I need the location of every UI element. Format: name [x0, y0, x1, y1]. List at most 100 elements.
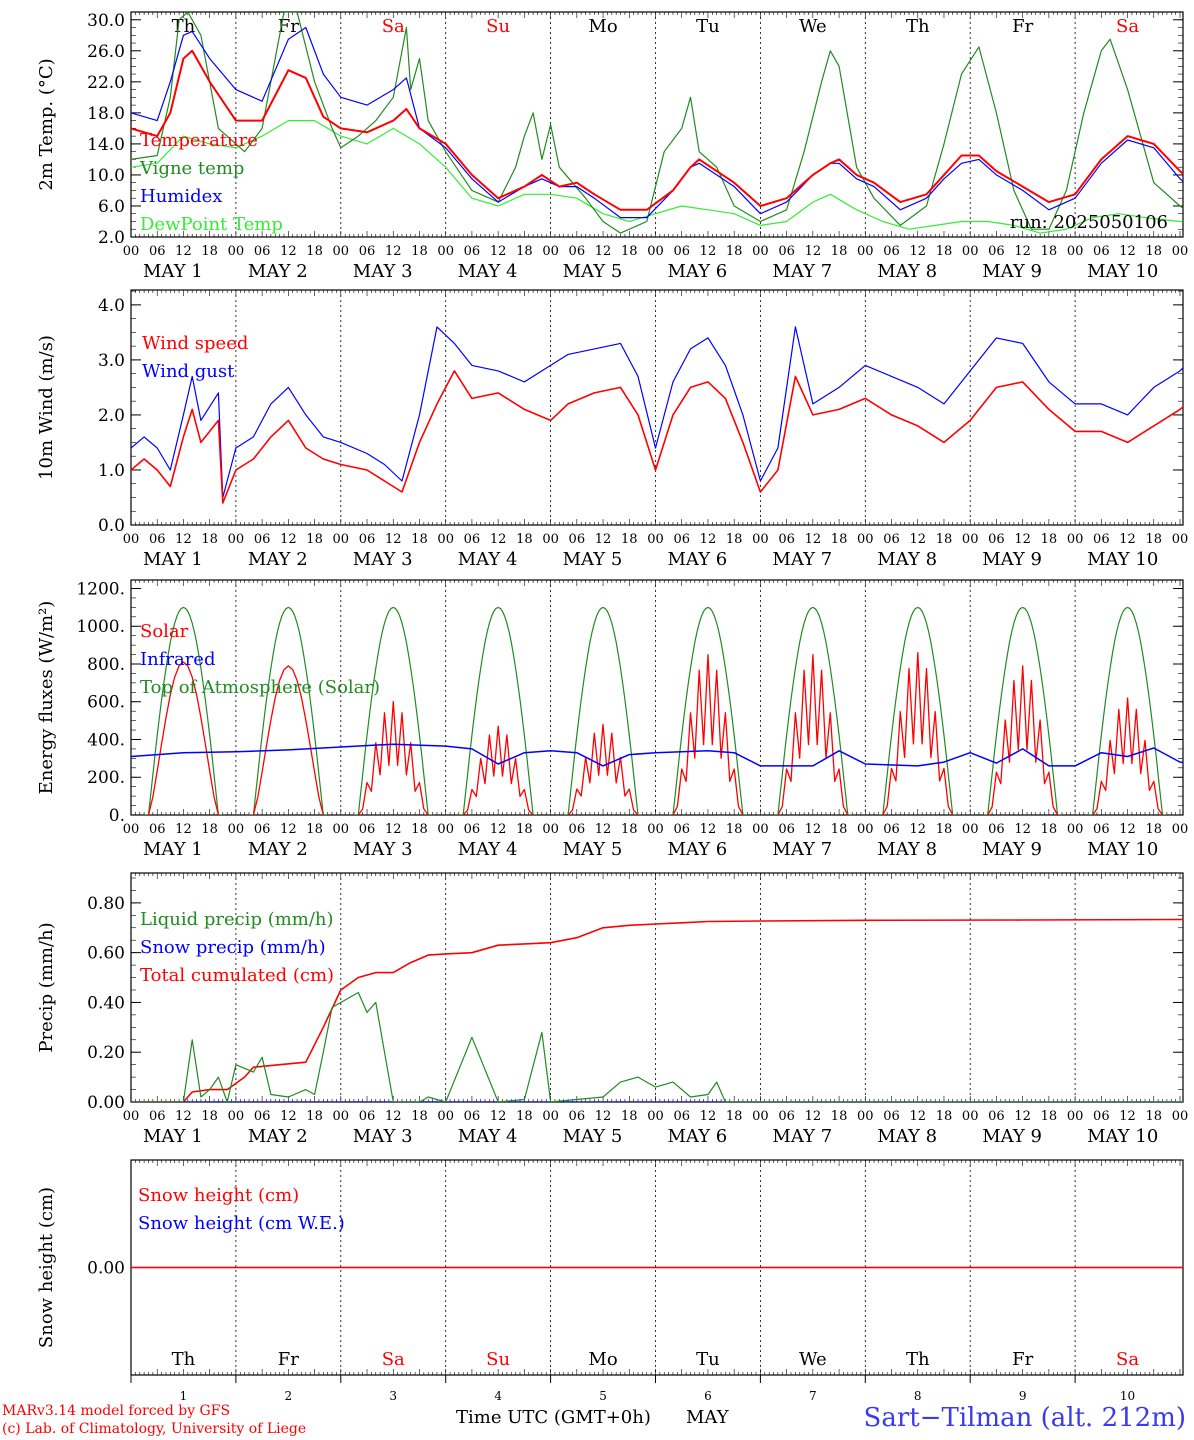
y-axis-title: Precip (mm/h) — [36, 922, 57, 1052]
hour-tick-label: 18 — [411, 244, 428, 259]
legend-entry: Wind speed — [142, 333, 248, 354]
legend-entry: Infrared — [140, 649, 215, 670]
date-label: MAY 9 — [982, 839, 1042, 860]
hour-tick-labels: 00 06 12 18 00 06 12 18 00 06 12 18 00 06 12 18 00 06 12 18… — [123, 822, 1189, 837]
y-tick-label: 0.80 — [87, 894, 125, 914]
hour-tick-label: 00 — [542, 532, 559, 547]
day-name: Sa — [1116, 16, 1139, 37]
plot-frame — [130, 579, 1184, 816]
hour-tick-label: 12 — [595, 532, 612, 547]
toa-solar-day-3 — [353, 606, 433, 815]
time-axis-label: Time UTC (GMT+0h) — [456, 1407, 651, 1428]
hour-tick-label: 06 — [673, 244, 690, 259]
hour-tick-label: 18 — [516, 532, 533, 547]
toa-solar-day-8 — [878, 606, 958, 815]
hour-tick-label: 12 — [1014, 822, 1031, 837]
hour-tick-label: 06 — [883, 1109, 900, 1124]
day-name: Fr — [278, 16, 299, 37]
legend-entry: Wind gust — [142, 361, 235, 382]
date-label: MAY 1 — [143, 261, 203, 282]
hour-tick-label: 00 — [437, 244, 454, 259]
hour-tick-label: 12 — [1119, 244, 1136, 259]
hour-tick-label: 06 — [569, 532, 586, 547]
hour-tick-label: 18 — [936, 532, 953, 547]
legend-entry: Snow height (cm W.E.) — [138, 1213, 345, 1234]
legend-entry: Vigne temp — [139, 158, 244, 179]
hour-tick-label: 18 — [1041, 244, 1058, 259]
day-number: 2 — [285, 1389, 293, 1403]
hour-tick-label: 18 — [516, 822, 533, 837]
date-label: MAY 9 — [982, 261, 1042, 282]
hour-tick-label: 00 — [437, 532, 454, 547]
hour-tick-label: 06 — [254, 244, 271, 259]
day-name: Fr — [1012, 16, 1033, 37]
series-line-infrared — [131, 743, 1183, 767]
date-label: MAY 3 — [353, 549, 413, 570]
hour-tick-label: 00 — [123, 822, 140, 837]
y-tick-label: 0. — [109, 806, 125, 826]
hour-tick-label: 12 — [385, 532, 402, 547]
toa-solar-day-7 — [773, 606, 853, 815]
hour-tick-label: 18 — [936, 1109, 953, 1124]
hour-tick-label: 00 — [228, 532, 245, 547]
hour-tick-label: 12 — [385, 244, 402, 259]
hour-tick-label: 12 — [805, 1109, 822, 1124]
date-label: MAY 6 — [668, 261, 728, 282]
hour-tick-label: 06 — [1093, 1109, 1110, 1124]
hour-tick-label: 00 — [857, 822, 874, 837]
y-tick-labels: 0. 200. 400. 600. 800. 1000. 1200. — [76, 579, 125, 826]
date-label: MAY 7 — [772, 261, 832, 282]
hour-tick-label: 00 — [1067, 1109, 1084, 1124]
day-name: Sa — [1116, 1349, 1139, 1370]
hour-tick-label: 06 — [673, 1109, 690, 1124]
solar-day-9 — [987, 665, 1059, 815]
hour-tick-label: 18 — [411, 822, 428, 837]
hour-tick-label: 12 — [700, 244, 717, 259]
hour-tick-label: 00 — [333, 1109, 350, 1124]
y-tick-label: 3.0 — [98, 351, 125, 371]
hour-tick-label: 12 — [700, 1109, 717, 1124]
panel-3: 0. 200. 400. 600. 800. 1000. 1200. Energy fluxe… — [36, 579, 1189, 860]
date-label: MAY 8 — [877, 839, 937, 860]
hour-tick-label: 00 — [752, 822, 769, 837]
hour-tick-label: 18 — [411, 532, 428, 547]
hour-tick-label: 18 — [831, 822, 848, 837]
hour-tick-label: 06 — [883, 244, 900, 259]
solar-day-2 — [252, 665, 324, 815]
date-label: MAY 10 — [1087, 549, 1158, 570]
hour-tick-label: 06 — [149, 822, 166, 837]
legend-entry: Liquid precip (mm/h) — [140, 909, 334, 930]
hour-tick-label: 18 — [201, 532, 218, 547]
solar-day-10 — [1092, 697, 1164, 815]
date-label: MAY 5 — [563, 549, 623, 570]
hour-tick-label: 18 — [936, 822, 953, 837]
toa-solar-day-4 — [458, 606, 538, 815]
hour-tick-label: 00 — [437, 1109, 454, 1124]
hour-tick-label: 06 — [359, 1109, 376, 1124]
hour-tick-label: 12 — [1119, 1109, 1136, 1124]
date-label: MAY 6 — [668, 549, 728, 570]
hour-tick-label: 06 — [359, 822, 376, 837]
hour-tick-label: 00 — [228, 822, 245, 837]
hour-tick-label: 18 — [726, 244, 743, 259]
run-annotation: run: 2025050106 — [1010, 212, 1168, 233]
hour-tick-label: 00 — [333, 532, 350, 547]
y-tick-label: 600. — [87, 693, 125, 713]
hour-tick-label: 00 — [647, 822, 664, 837]
series-group — [131, 606, 1183, 815]
y-tick-label: 30.0 — [87, 11, 125, 31]
hour-tick-label: 18 — [1146, 532, 1163, 547]
hour-tick-label: 18 — [1146, 244, 1163, 259]
series-line-temperature — [131, 49, 1183, 211]
hour-tick-labels: 00 06 12 18 00 06 12 18 00 06 12 18 00 06 12 18 00 06 12 18… — [123, 1109, 1189, 1124]
y-axis-title: Energy fluxes (W/m²) — [36, 601, 57, 795]
y-axis-title: Snow height (cm) — [36, 1187, 57, 1348]
y-tick-label: 800. — [87, 655, 125, 675]
legend-entry: Humidex — [140, 186, 222, 207]
hour-tick-label: 12 — [280, 1109, 297, 1124]
hour-tick-label: 12 — [490, 244, 507, 259]
y-tick-label: 10.0 — [87, 166, 125, 186]
date-label: MAY 8 — [877, 261, 937, 282]
y-tick-label: 0.00 — [87, 1259, 125, 1279]
